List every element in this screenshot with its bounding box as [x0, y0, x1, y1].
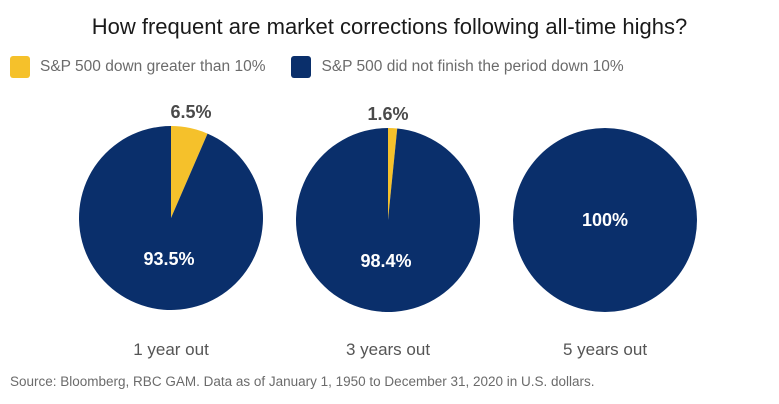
- data-label-down: 1.6%: [367, 104, 408, 124]
- pie-2: 1.6% 98.4% 3 years out: [296, 104, 481, 359]
- pie-1: 6.5% 93.5% 1 year out: [79, 102, 264, 359]
- legend-swatch-not-down: [291, 56, 312, 78]
- legend-label-down: S&P 500 down greater than 10%: [40, 58, 266, 75]
- category-label: 1 year out: [133, 340, 209, 359]
- pie-slice-not-down: [79, 126, 264, 311]
- source-note: Source: Bloomberg, RBC GAM. Data as of J…: [10, 374, 595, 389]
- data-label-down: 6.5%: [170, 102, 211, 122]
- category-label: 3 years out: [346, 340, 430, 359]
- pie-slice-down: [171, 126, 208, 218]
- legend-label-not-down: S&P 500 did not finish the period down 1…: [321, 58, 624, 75]
- legend: S&P 500 down greater than 10% S&P 500 di…: [10, 56, 650, 78]
- category-label: 5 years out: [563, 340, 647, 359]
- pie-slice-not-down: [296, 128, 481, 313]
- data-label-not-down: 100%: [582, 210, 628, 230]
- pie-slice-not-down: [513, 128, 697, 312]
- legend-item-down: S&P 500 down greater than 10%: [10, 56, 265, 78]
- pie-3: 100% 5 years out: [513, 128, 697, 359]
- data-label-not-down: 98.4%: [360, 251, 411, 271]
- legend-swatch-down: [10, 56, 30, 78]
- pie-slice-down: [388, 128, 398, 220]
- legend-item-not-down: S&P 500 did not finish the period down 1…: [291, 56, 624, 78]
- data-label-not-down: 93.5%: [143, 249, 194, 269]
- chart-title: How frequent are market corrections foll…: [91, 14, 688, 39]
